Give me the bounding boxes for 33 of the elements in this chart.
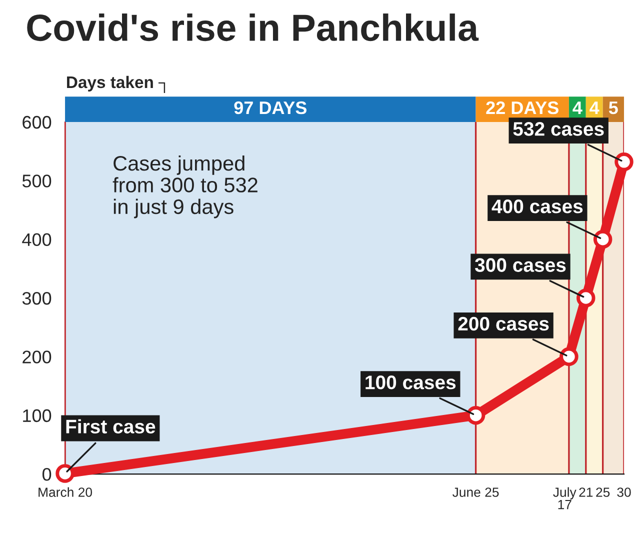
band-label: 97 DAYS: [234, 101, 307, 114]
y-tick-label: 0: [42, 468, 52, 481]
point: [576, 288, 596, 308]
text: 532 cases: [513, 122, 604, 136]
text: 300 cases: [474, 258, 566, 272]
text: First case: [66, 419, 156, 434]
text: 200 cases: [458, 316, 549, 331]
x-tick-label: 21: [579, 488, 593, 497]
y-tick-label: 400: [22, 233, 52, 246]
text: 400 cases: [492, 200, 583, 214]
point: [56, 464, 74, 483]
band-label: 4: [572, 102, 582, 114]
x-tick-label: 30: [617, 488, 631, 497]
y-tick-label: 100: [23, 409, 52, 422]
y-tick-label: 300: [22, 292, 52, 305]
point: [466, 406, 486, 425]
chart-title: Covid's rise in Panchkula: [27, 14, 479, 42]
point: [614, 152, 634, 172]
y-tick-label: 500: [22, 174, 52, 188]
point: [560, 347, 578, 366]
y-tick-label: 200: [22, 350, 52, 364]
x-tick-label: June 25: [452, 488, 499, 497]
band-label: 4: [590, 102, 600, 114]
x-tick-label: 25: [596, 488, 610, 497]
annotation: Cases jumped from 300 to 532 in just 9 days: [112, 155, 258, 218]
x-tick-label: July 17: [553, 487, 576, 510]
band-label: 5: [608, 102, 618, 114]
point: [593, 230, 612, 249]
x-tick-label: March 20: [38, 487, 92, 497]
band-label: 22 DAYS: [486, 101, 558, 114]
text: 100 cases: [366, 376, 456, 390]
text: Days taken ┐: [67, 76, 166, 94]
y-tick-label: 600: [22, 116, 52, 129]
